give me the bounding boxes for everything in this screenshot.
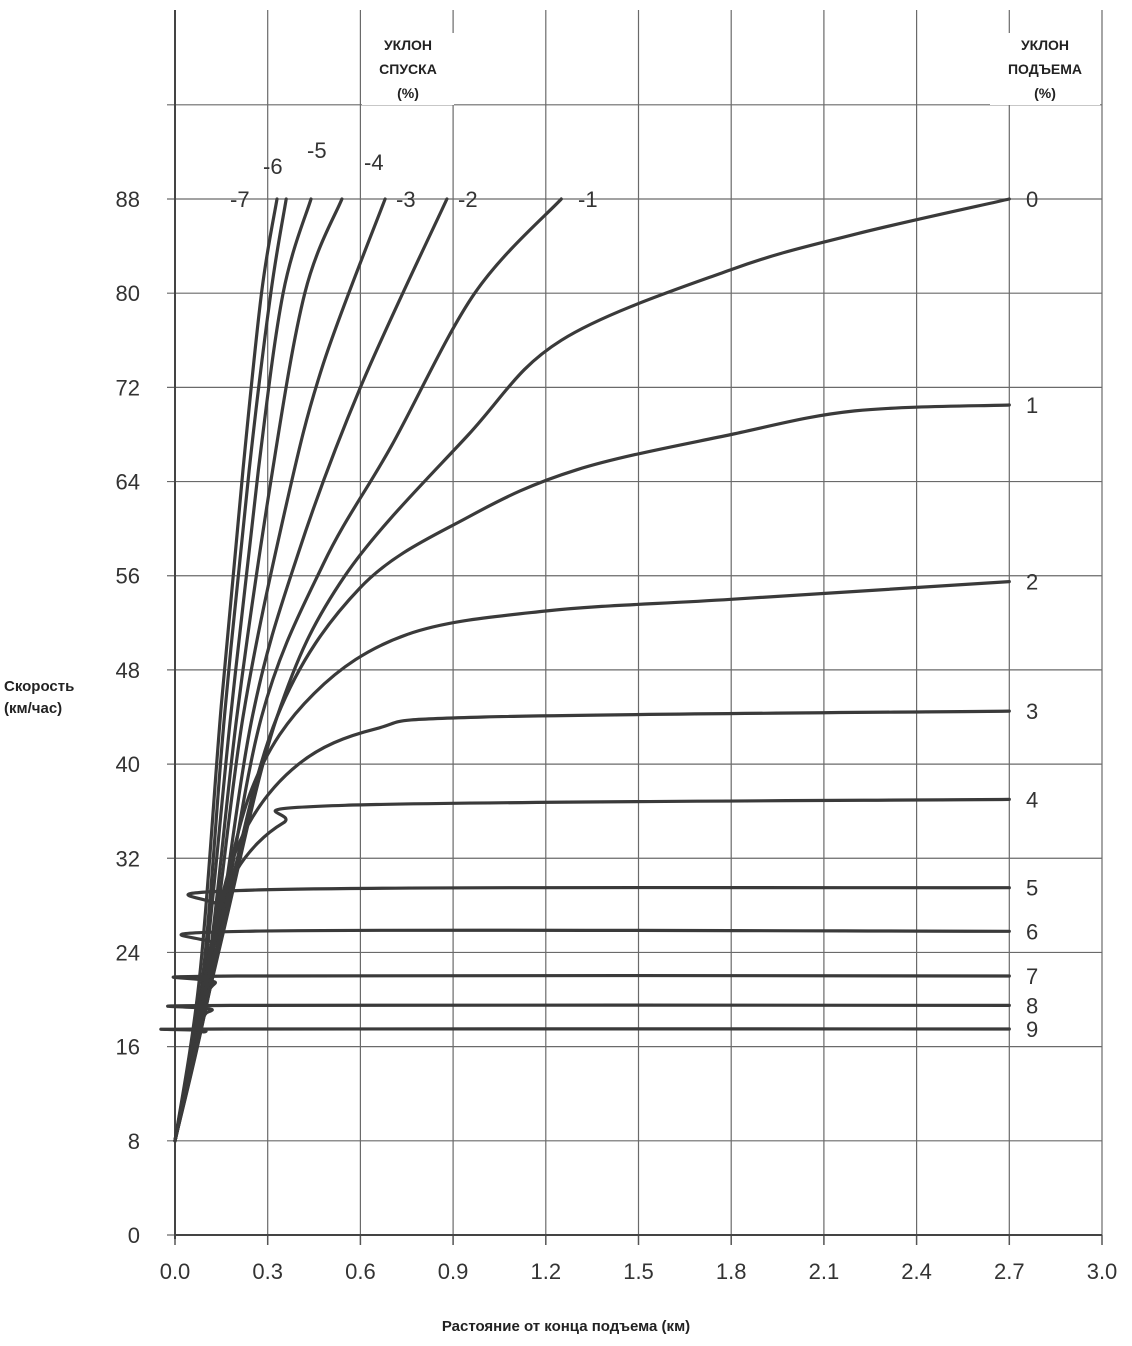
series-line	[173, 797, 1011, 1143]
series-line	[173, 928, 1011, 1143]
series-label: -2	[458, 187, 478, 212]
y-tick-label: 72	[116, 375, 140, 400]
y-tick-label: 80	[116, 281, 140, 306]
ascent-header-line-3: (%)	[1034, 85, 1056, 101]
series-label: 5	[1026, 876, 1038, 901]
x-tick-label: 0.3	[252, 1259, 283, 1284]
x-tick-label: 1.8	[716, 1259, 747, 1284]
descent-header-line-2: СПУСКА	[379, 61, 437, 77]
series-label: -4	[364, 150, 384, 175]
descent-slope-header: УКЛОН СПУСКА (%)	[362, 33, 454, 105]
series-line	[171, 973, 1011, 1143]
y-axis-label: Скорость (км/час)	[4, 676, 74, 720]
y-tick-label: 40	[116, 752, 140, 777]
x-axis-label: Растояние от конца подъема (км)	[441, 1318, 691, 1335]
series-label: -5	[307, 138, 327, 163]
ascent-header-line-1: УКЛОН	[1020, 37, 1070, 53]
y-tick-label: 0	[128, 1223, 140, 1248]
y-tick-label: 56	[116, 564, 140, 589]
descent-header-line-3: (%)	[397, 85, 419, 101]
series-line	[173, 403, 1011, 1143]
y-tick-label: 16	[116, 1035, 140, 1060]
series-labels: -7 -6 -5 -4 -3 -2 -1 0 1 2 3 4 5 6 7 89	[230, 138, 1038, 1042]
y-tick-label: 48	[116, 658, 140, 683]
ascent-header-line-2: ПОДЪЕМА	[1007, 61, 1083, 77]
series-label: 8	[1026, 993, 1038, 1018]
series-label: -1	[578, 187, 598, 212]
series-line	[173, 709, 1011, 1143]
x-tick-label: 2.4	[901, 1259, 932, 1284]
series-label: 0	[1026, 187, 1038, 212]
series-line	[159, 1027, 1011, 1143]
y-tick-label: 8	[128, 1129, 140, 1154]
descent-header-line-1: УКЛОН	[383, 37, 433, 53]
series-line	[173, 885, 1011, 1143]
series-label: -3	[396, 187, 416, 212]
y-tick-label: 32	[116, 846, 140, 871]
x-tick-label: 2.7	[994, 1259, 1025, 1284]
series-label: 4	[1026, 787, 1038, 812]
y-tick-label: 24	[116, 940, 140, 965]
grid	[167, 10, 1103, 1245]
series-line	[173, 197, 279, 1143]
x-tick-label: 0.6	[345, 1259, 376, 1284]
x-tick-label: 0.0	[160, 1259, 191, 1284]
x-tick-label: 1.2	[531, 1259, 562, 1284]
ascent-slope-header: УКЛОН ПОДЪЕМА (%)	[990, 33, 1100, 105]
series-label: 9	[1026, 1017, 1038, 1042]
x-tick-label: 1.5	[623, 1259, 654, 1284]
series-label: -7	[230, 187, 250, 212]
series-lines	[159, 197, 1011, 1143]
series-label: 6	[1026, 919, 1038, 944]
x-tick-label: 0.9	[438, 1259, 469, 1284]
series-label: 3	[1026, 699, 1038, 724]
series-line	[173, 197, 1011, 1143]
x-tick-label: 2.1	[809, 1259, 840, 1284]
series-line	[166, 1003, 1011, 1143]
y-axis-label-line-1: Скорость	[4, 678, 75, 695]
x-tick-label: 3.0	[1087, 1259, 1118, 1284]
series-label: 7	[1026, 964, 1038, 989]
series-label: 2	[1026, 570, 1038, 595]
tick-labels: 0.0 0.3 0.6 0.9 1.2 1.5 1.8 2.1 2.4 2.7 3.00816243…	[116, 187, 1118, 1284]
series-label: 1	[1026, 393, 1038, 418]
y-axis-label-line-2: (км/час)	[4, 700, 63, 717]
y-tick-label: 88	[116, 187, 140, 212]
series-label: -6	[263, 154, 283, 179]
y-tick-label: 64	[116, 470, 140, 495]
